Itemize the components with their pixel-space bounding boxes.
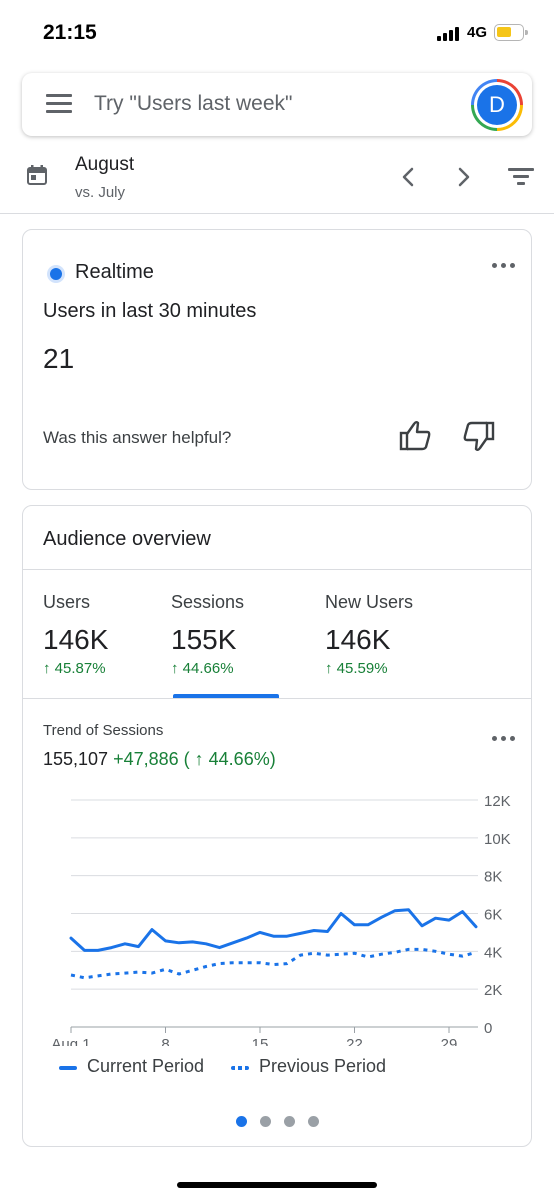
audience-overview-card: Audience overview Users 146K ↑ 45.87% Se… — [22, 505, 532, 1147]
legend-previous-period[interactable]: Previous Period — [231, 1056, 421, 1080]
x-tick-label: 8 — [161, 1036, 169, 1046]
x-tick-label: 29 — [441, 1036, 458, 1046]
avatar-letter: D — [477, 85, 517, 125]
y-tick-label: 0 — [484, 1020, 492, 1037]
selected-metric-indicator — [173, 694, 279, 698]
date-range-bar: August vs. July — [0, 144, 554, 214]
x-tick-label: 22 — [346, 1036, 363, 1046]
y-tick-label: 6K — [484, 907, 502, 924]
metric-change: ↑ 44.66% — [171, 660, 234, 677]
realtime-card: Realtime Users in last 30 minutes 21 Was… — [22, 229, 532, 490]
home-indicator — [177, 1182, 377, 1188]
status-time: 21:15 — [43, 21, 97, 44]
menu-icon[interactable] — [46, 94, 72, 114]
page-dot[interactable] — [260, 1116, 271, 1127]
calendar-icon[interactable] — [26, 164, 48, 186]
metric-value: 155K — [171, 624, 237, 655]
trend-title: Trend of Sessions — [43, 722, 164, 739]
metric-change: ↑ 45.59% — [325, 660, 388, 677]
sessions-trend-chart: 0 2K 4K 6K 8K 10K 12K Aug 1 8 15 22 29 — [51, 793, 511, 1046]
audience-title: Audience overview — [43, 528, 211, 550]
metric-label: Sessions — [171, 592, 245, 612]
series-line-previous-period — [70, 947, 477, 980]
metric-change: ↑ 45.87% — [43, 660, 106, 677]
series-line-current-period — [69, 908, 478, 952]
trend-delta: +47,886 ( ↑ 44.66%) — [113, 749, 276, 769]
thumb-down-icon[interactable] — [461, 418, 497, 454]
battery-icon — [494, 24, 528, 41]
legend-label: Previous Period — [259, 1056, 387, 1076]
thumb-up-icon[interactable] — [397, 418, 433, 454]
x-tick-label: 15 — [252, 1036, 269, 1046]
more-options-icon[interactable] — [492, 262, 518, 270]
chevron-right-icon — [458, 167, 470, 187]
legend-dotted-swatch — [231, 1066, 249, 1070]
y-tick-label: 12K — [484, 793, 511, 810]
more-options-icon[interactable] — [492, 735, 518, 743]
account-avatar[interactable]: D — [471, 79, 523, 131]
metric-value: 146K — [43, 624, 109, 655]
metric-tab-sessions[interactable]: Sessions 155K ↑ 44.66% — [171, 592, 311, 692]
y-tick-label: 2K — [484, 982, 502, 999]
legend-label: Current Period — [87, 1056, 205, 1076]
feedback-question: Was this answer helpful? — [43, 428, 232, 447]
legend-solid-swatch — [59, 1066, 77, 1070]
realtime-value: 21 — [43, 343, 75, 374]
trend-summary: 155,107 +47,886 ( ↑ 44.66%) — [43, 749, 276, 770]
network-type: 4G — [467, 24, 488, 41]
date-range-title[interactable]: August — [75, 154, 135, 175]
y-tick-label: 8K — [484, 869, 502, 886]
divider — [23, 569, 531, 570]
page-dot[interactable] — [284, 1116, 295, 1127]
y-tick-label: 10K — [484, 831, 511, 848]
search-input[interactable]: Try "Users last week" — [94, 92, 293, 115]
status-bar: 21:15 4G — [0, 0, 554, 64]
page-dot[interactable] — [308, 1116, 319, 1127]
chevron-left-icon — [402, 167, 414, 187]
legend-current-period[interactable]: Current Period — [59, 1056, 219, 1080]
date-range-comparison: vs. July — [75, 184, 126, 201]
metric-value: 146K — [325, 624, 391, 655]
realtime-dot-icon — [50, 268, 62, 280]
metric-label: New Users — [325, 592, 414, 612]
realtime-subtitle: Users in last 30 minutes — [43, 300, 257, 322]
signal-icon — [437, 27, 461, 41]
metric-label: Users — [43, 592, 91, 612]
search-bar[interactable]: Try "Users last week" D — [22, 73, 532, 136]
page-dot[interactable] — [236, 1116, 247, 1127]
previous-period-button[interactable] — [398, 166, 420, 188]
y-tick-label: 4K — [484, 944, 502, 961]
pagination-dots — [236, 1116, 326, 1128]
trend-total: 155,107 — [43, 749, 109, 769]
metric-tab-users[interactable]: Users 146K ↑ 45.87% — [43, 592, 183, 692]
filter-icon[interactable] — [508, 166, 534, 186]
realtime-label: Realtime — [75, 261, 154, 283]
x-tick-label: Aug 1 — [51, 1036, 90, 1046]
divider — [23, 698, 531, 699]
metric-tab-new-users[interactable]: New Users 146K ↑ 45.59% — [325, 592, 465, 692]
next-period-button[interactable] — [452, 166, 474, 188]
